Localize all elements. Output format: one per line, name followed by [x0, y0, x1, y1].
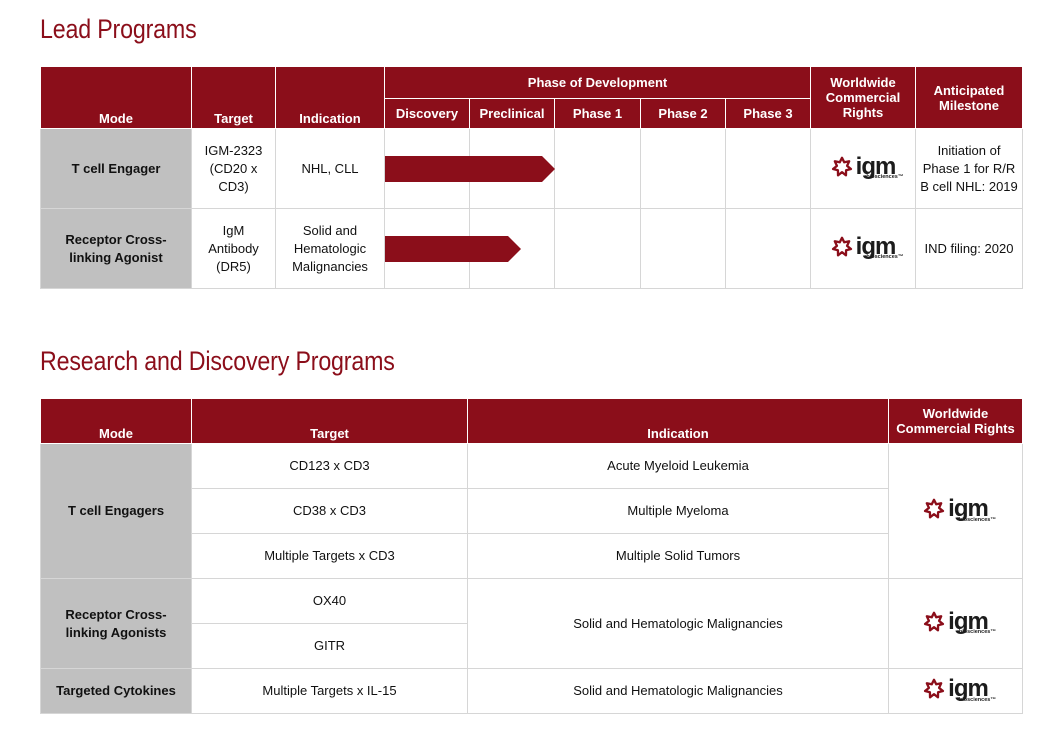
target-cell: IGM-2323 (CD20 x CD3) — [191, 128, 276, 209]
indication-cell: Acute Myeloid Leukemia — [467, 443, 889, 489]
logo-word: igm — [948, 495, 989, 522]
logo-text: igm biosciences™ — [855, 152, 904, 180]
mode-cell: T cell Engagers — [40, 443, 192, 579]
target-cell: GITR — [191, 623, 468, 669]
logo-word: igm — [855, 232, 897, 260]
logo-text: igm biosciences™ — [948, 675, 996, 703]
logo-subtitle: biosciences™ — [958, 516, 996, 523]
igm-logo: igm biosciences™ — [831, 152, 904, 180]
table-row: T cell Engager IGM-2323 (CD20 x CD3) NHL… — [40, 128, 1023, 209]
rights-cell: igm biosciences™ — [810, 208, 916, 289]
indication-cell: Multiple Solid Tumors — [467, 533, 889, 579]
rights-cell: igm biosciences™ — [810, 128, 916, 209]
target-cell: IgM Antibody (DR5) — [191, 208, 276, 289]
logo-subtitle: biosciences™ — [866, 254, 904, 260]
phase-3-cell — [725, 128, 811, 209]
header-worldwide-rights: Worldwide Commercial Rights — [888, 398, 1023, 444]
header-worldwide-rights: Worldwide Commercial Rights — [810, 66, 916, 129]
igm-star-icon — [924, 498, 945, 519]
target-cell: Multiple Targets x IL-15 — [191, 668, 468, 714]
igm-star-icon — [831, 156, 852, 176]
igm-logo: igm biosciences™ — [831, 232, 904, 260]
logo-text: igm biosciences™ — [948, 607, 996, 635]
header-phase-2: Phase 2 — [640, 98, 726, 129]
header-indication: Indication — [467, 398, 889, 444]
table-row: Receptor Cross-linking Agonists OX40 Sol… — [40, 578, 1023, 669]
phase-discovery-cell — [384, 208, 470, 289]
target-cell: OX40 — [191, 578, 468, 624]
rights-cell: igm biosciences™ — [888, 668, 1023, 714]
table-row: GITR — [41, 623, 1023, 669]
lead-programs-title: Lead Programs — [40, 14, 197, 44]
target-cell: CD38 x CD3 — [191, 488, 468, 534]
mode-cell: Receptor Cross-linking Agonist — [40, 208, 192, 289]
logo-word: igm — [948, 675, 989, 702]
indication-cell: Solid and Hematologic Malignancies — [275, 208, 385, 289]
header-phase-1: Phase 1 — [554, 98, 641, 129]
indication-cell: Solid and Hematologic Malignancies — [467, 578, 889, 669]
logo-word: igm — [948, 607, 989, 635]
rights-cell: igm biosciences™ — [888, 443, 1023, 579]
milestone-cell: Initiation of Phase 1 for R/R B cell NHL… — [915, 128, 1023, 209]
target-cell: Multiple Targets x CD3 — [191, 533, 468, 579]
igm-star-icon — [831, 236, 852, 256]
phase-1-cell — [554, 128, 641, 209]
mode-cell: T cell Engager — [40, 128, 192, 209]
logo-text: igm biosciences™ — [948, 495, 996, 523]
logo-word: igm — [855, 152, 897, 180]
research-programs-table: Mode Target Indication Worldwide Commerc… — [40, 398, 1023, 714]
phase-discovery-cell — [384, 128, 470, 209]
research-programs-title: Research and Discovery Programs — [40, 346, 395, 376]
logo-subtitle: biosciences™ — [958, 629, 996, 635]
mode-cell: Targeted Cytokines — [40, 668, 192, 714]
header-mode: Mode — [40, 66, 192, 129]
indication-cell: Multiple Myeloma — [467, 488, 889, 534]
table-row: Receptor Cross-linking Agonist IgM Antib… — [40, 208, 1023, 289]
header-target: Target — [191, 66, 276, 129]
header-mode: Mode — [40, 398, 192, 444]
rights-cell: igm biosciences™ — [888, 578, 1023, 669]
header-indication: Indication — [275, 66, 385, 129]
igm-star-icon — [924, 678, 945, 699]
header-target: Target — [191, 398, 468, 444]
indication-cell: NHL, CLL — [275, 128, 385, 209]
lead-programs-table: Mode Target Indication Phase of Developm… — [40, 66, 1023, 289]
igm-logo: igm biosciences™ — [923, 675, 996, 703]
phase-2-cell — [640, 208, 726, 289]
igm-logo: igm biosciences™ — [923, 495, 996, 523]
logo-subtitle: biosciences™ — [866, 174, 904, 180]
header-phase-preclinical: Preclinical — [469, 98, 555, 129]
progress-bar — [385, 156, 555, 182]
milestone-cell: IND filing: 2020 — [915, 208, 1023, 289]
header-phase-3: Phase 3 — [725, 98, 811, 129]
logo-text: igm biosciences™ — [855, 232, 904, 260]
header-phase-discovery: Discovery — [384, 98, 470, 129]
indication-cell: Solid and Hematologic Malignancies — [467, 668, 889, 714]
table-row: Targeted Cytokines Multiple Targets x IL… — [40, 668, 1023, 714]
igm-logo: igm biosciences™ — [923, 607, 996, 635]
phase-2-cell — [640, 128, 726, 209]
phase-1-cell — [554, 208, 641, 289]
phase-3-cell — [725, 208, 811, 289]
logo-subtitle: biosciences™ — [958, 696, 996, 703]
igm-star-icon — [924, 611, 945, 631]
progress-bar — [385, 236, 521, 262]
header-phase-of-development: Phase of Development — [384, 66, 811, 99]
target-cell: CD123 x CD3 — [191, 443, 468, 489]
mode-cell: Receptor Cross-linking Agonists — [40, 578, 192, 669]
header-anticipated-milestone: Anticipated Milestone — [915, 66, 1023, 129]
table-row: T cell Engagers CD123 x CD3 Acute Myeloi… — [40, 443, 1023, 579]
